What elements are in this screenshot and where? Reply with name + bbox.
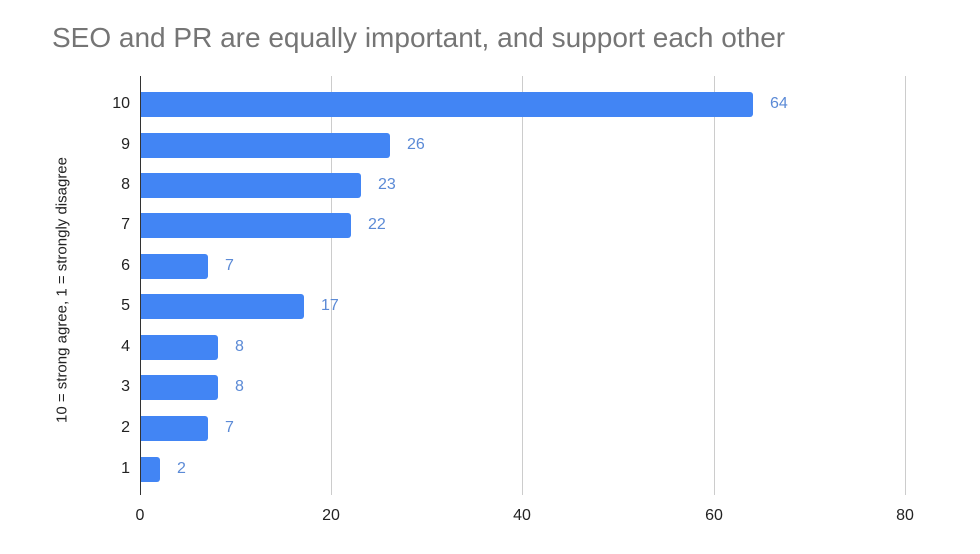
bar-row: 10 64 (112, 92, 905, 117)
bar (141, 254, 208, 279)
category-label: 9 (121, 136, 130, 153)
value-label: 64 (770, 95, 788, 112)
x-tick-label: 80 (896, 507, 914, 524)
bar (141, 92, 753, 117)
bar-row: 3 8 (121, 375, 905, 400)
value-label: 23 (378, 176, 396, 193)
x-tick-label: 20 (322, 507, 340, 524)
x-tick-label: 60 (705, 507, 723, 524)
category-label: 7 (121, 216, 130, 233)
category-label: 10 (112, 95, 130, 112)
category-label: 5 (121, 297, 130, 314)
value-label: 8 (235, 338, 244, 355)
bar-row: 7 22 (121, 213, 905, 238)
x-tick-label: 40 (513, 507, 531, 524)
bar-row: 5 17 (121, 294, 905, 319)
value-label: 7 (225, 419, 234, 436)
category-label: 1 (121, 460, 130, 477)
y-axis-label: 10 = strong agree, 1 = strongly disagree (53, 156, 71, 424)
bar-row: 8 23 (121, 173, 905, 198)
x-tick-label: 0 (135, 507, 145, 524)
bar (141, 416, 208, 441)
bar-row: 2 7 (121, 416, 905, 441)
bar (141, 335, 218, 360)
category-label: 3 (121, 378, 130, 395)
chart-title: SEO and PR are equally important, and su… (52, 22, 786, 53)
y-axis-line (140, 76, 141, 495)
bar (141, 173, 361, 198)
bar-row: 1 2 (121, 457, 905, 482)
bar-row: 9 26 (121, 133, 905, 158)
category-label: 6 (121, 257, 130, 274)
gridline (331, 76, 332, 495)
value-label: 26 (407, 136, 425, 153)
value-label: 2 (177, 460, 186, 477)
gridline (522, 76, 523, 495)
bar (141, 375, 218, 400)
bar-row: 6 7 (121, 254, 905, 279)
category-label: 8 (121, 176, 130, 193)
value-label: 7 (225, 257, 234, 274)
gridline (714, 76, 715, 495)
gridline (905, 76, 906, 495)
bar (141, 457, 160, 482)
category-label: 4 (121, 338, 130, 355)
bar (141, 213, 351, 238)
bar (141, 294, 304, 319)
bar-row: 4 8 (121, 335, 905, 360)
plot-area: 10 64 9 26 8 23 7 22 6 7 5 17 4 8 3 8 2 (112, 76, 906, 495)
value-label: 22 (368, 216, 386, 233)
bar (141, 133, 390, 158)
value-label: 8 (235, 378, 244, 395)
value-label: 17 (321, 297, 339, 314)
category-label: 2 (121, 419, 130, 436)
